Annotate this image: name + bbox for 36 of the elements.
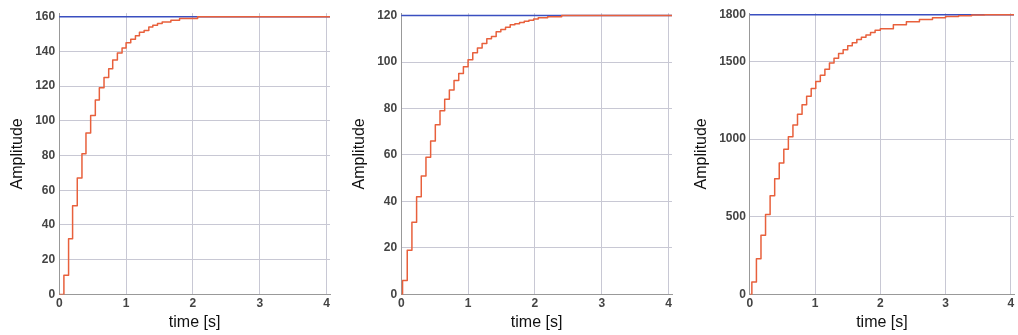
- y-tick-label: 20: [383, 240, 398, 255]
- x-tick-label: 2: [189, 295, 197, 310]
- y-tick-label: 80: [383, 100, 398, 115]
- y-tick-label: 100: [35, 113, 56, 128]
- y-tick-label: 100: [377, 54, 398, 69]
- y-tick-label: 1000: [719, 131, 747, 146]
- y-tick-label: 140: [35, 43, 56, 58]
- x-tick-label: 3: [256, 295, 264, 310]
- y-tick-label: 80: [41, 147, 56, 162]
- y-tick-label: 1500: [719, 53, 747, 68]
- y-tick-label: 160: [35, 8, 56, 23]
- x-tick-label: 1: [464, 295, 472, 310]
- x-axis-title: time [s]: [856, 312, 908, 330]
- x-tick-label: 3: [942, 295, 950, 310]
- y-axis-title: Amplitude: [692, 118, 710, 190]
- y-tick-label: 20: [41, 252, 56, 266]
- y-tick-label: 40: [41, 217, 56, 232]
- x-axis-title: time [s]: [168, 312, 221, 330]
- y-axis-title: Amplitude: [350, 118, 368, 190]
- x-tick-label: 2: [876, 295, 884, 310]
- y-tick-label: 500: [725, 209, 747, 224]
- x-tick-label: 4: [1007, 295, 1015, 310]
- x-tick-label: 3: [598, 295, 606, 310]
- x-tick-label: 1: [122, 295, 130, 310]
- y-tick-label: 60: [41, 182, 56, 197]
- x-tick-label: 4: [323, 295, 331, 310]
- y-tick-label: 120: [377, 7, 398, 22]
- y-tick-label: 40: [383, 193, 398, 208]
- x-tick-label: 1: [811, 295, 819, 310]
- y-tick-label: 1800: [719, 7, 747, 22]
- y-axis-title: Amplitude: [8, 118, 26, 190]
- x-tick-label: 4: [665, 295, 673, 310]
- y-tick-label: 60: [383, 147, 398, 162]
- y-tick-label: 120: [35, 78, 56, 93]
- x-axis-title: time [s]: [510, 312, 563, 330]
- x-tick-label: 2: [531, 295, 539, 310]
